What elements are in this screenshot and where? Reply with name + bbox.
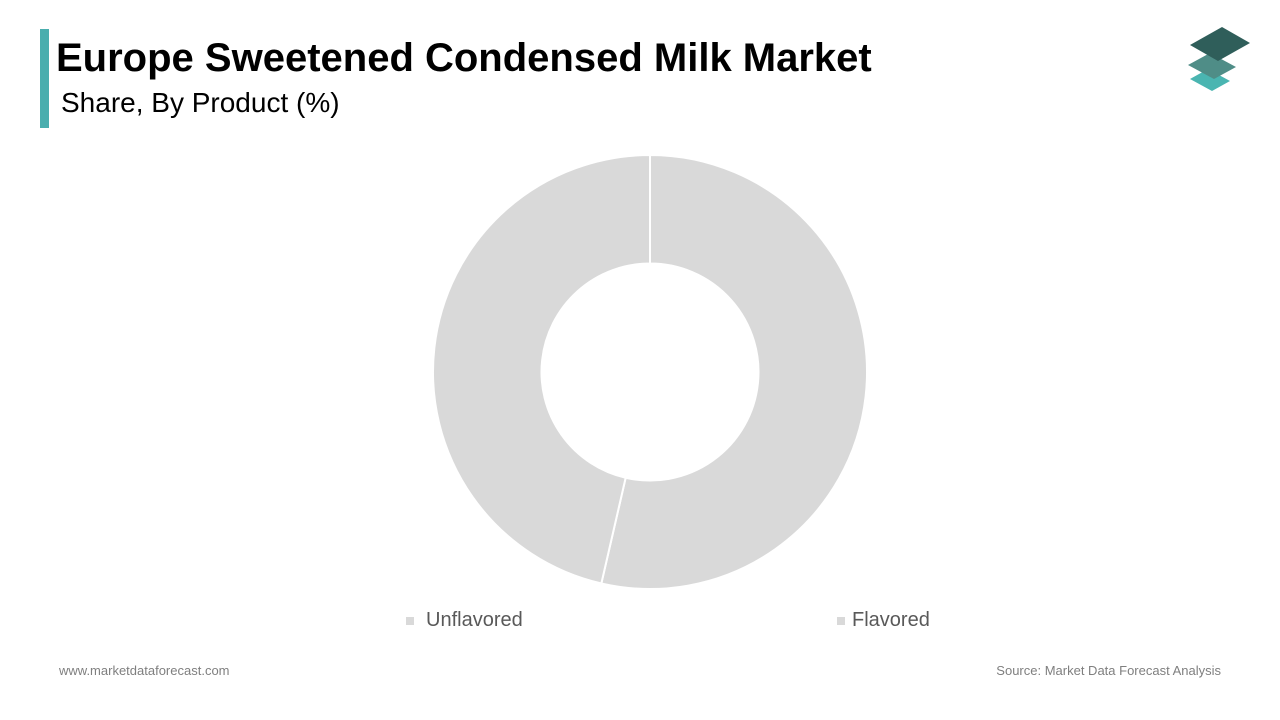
donut-slices	[432, 153, 869, 590]
legend-swatch-icon	[406, 616, 414, 625]
source-note: Source: Market Data Forecast Analysis	[996, 663, 1221, 678]
title-accent-bar	[40, 29, 49, 128]
layers-icon	[1188, 27, 1250, 91]
legend-swatch-icon	[837, 616, 845, 625]
page-subtitle: Share, By Product (%)	[61, 87, 340, 118]
legend-label: Unflavored	[426, 609, 523, 631]
donut-slice-flavored	[432, 153, 651, 585]
legend-item-flavored: Flavored	[837, 609, 930, 632]
legend-label: Flavored	[852, 609, 930, 631]
page-title: Europe Sweetened Condensed Milk Market	[56, 36, 872, 80]
legend-item-unflavored: Unflavored	[406, 609, 523, 632]
website-link: www.marketdataforecast.com	[59, 663, 230, 678]
donut-slice-unflavored	[600, 153, 869, 590]
